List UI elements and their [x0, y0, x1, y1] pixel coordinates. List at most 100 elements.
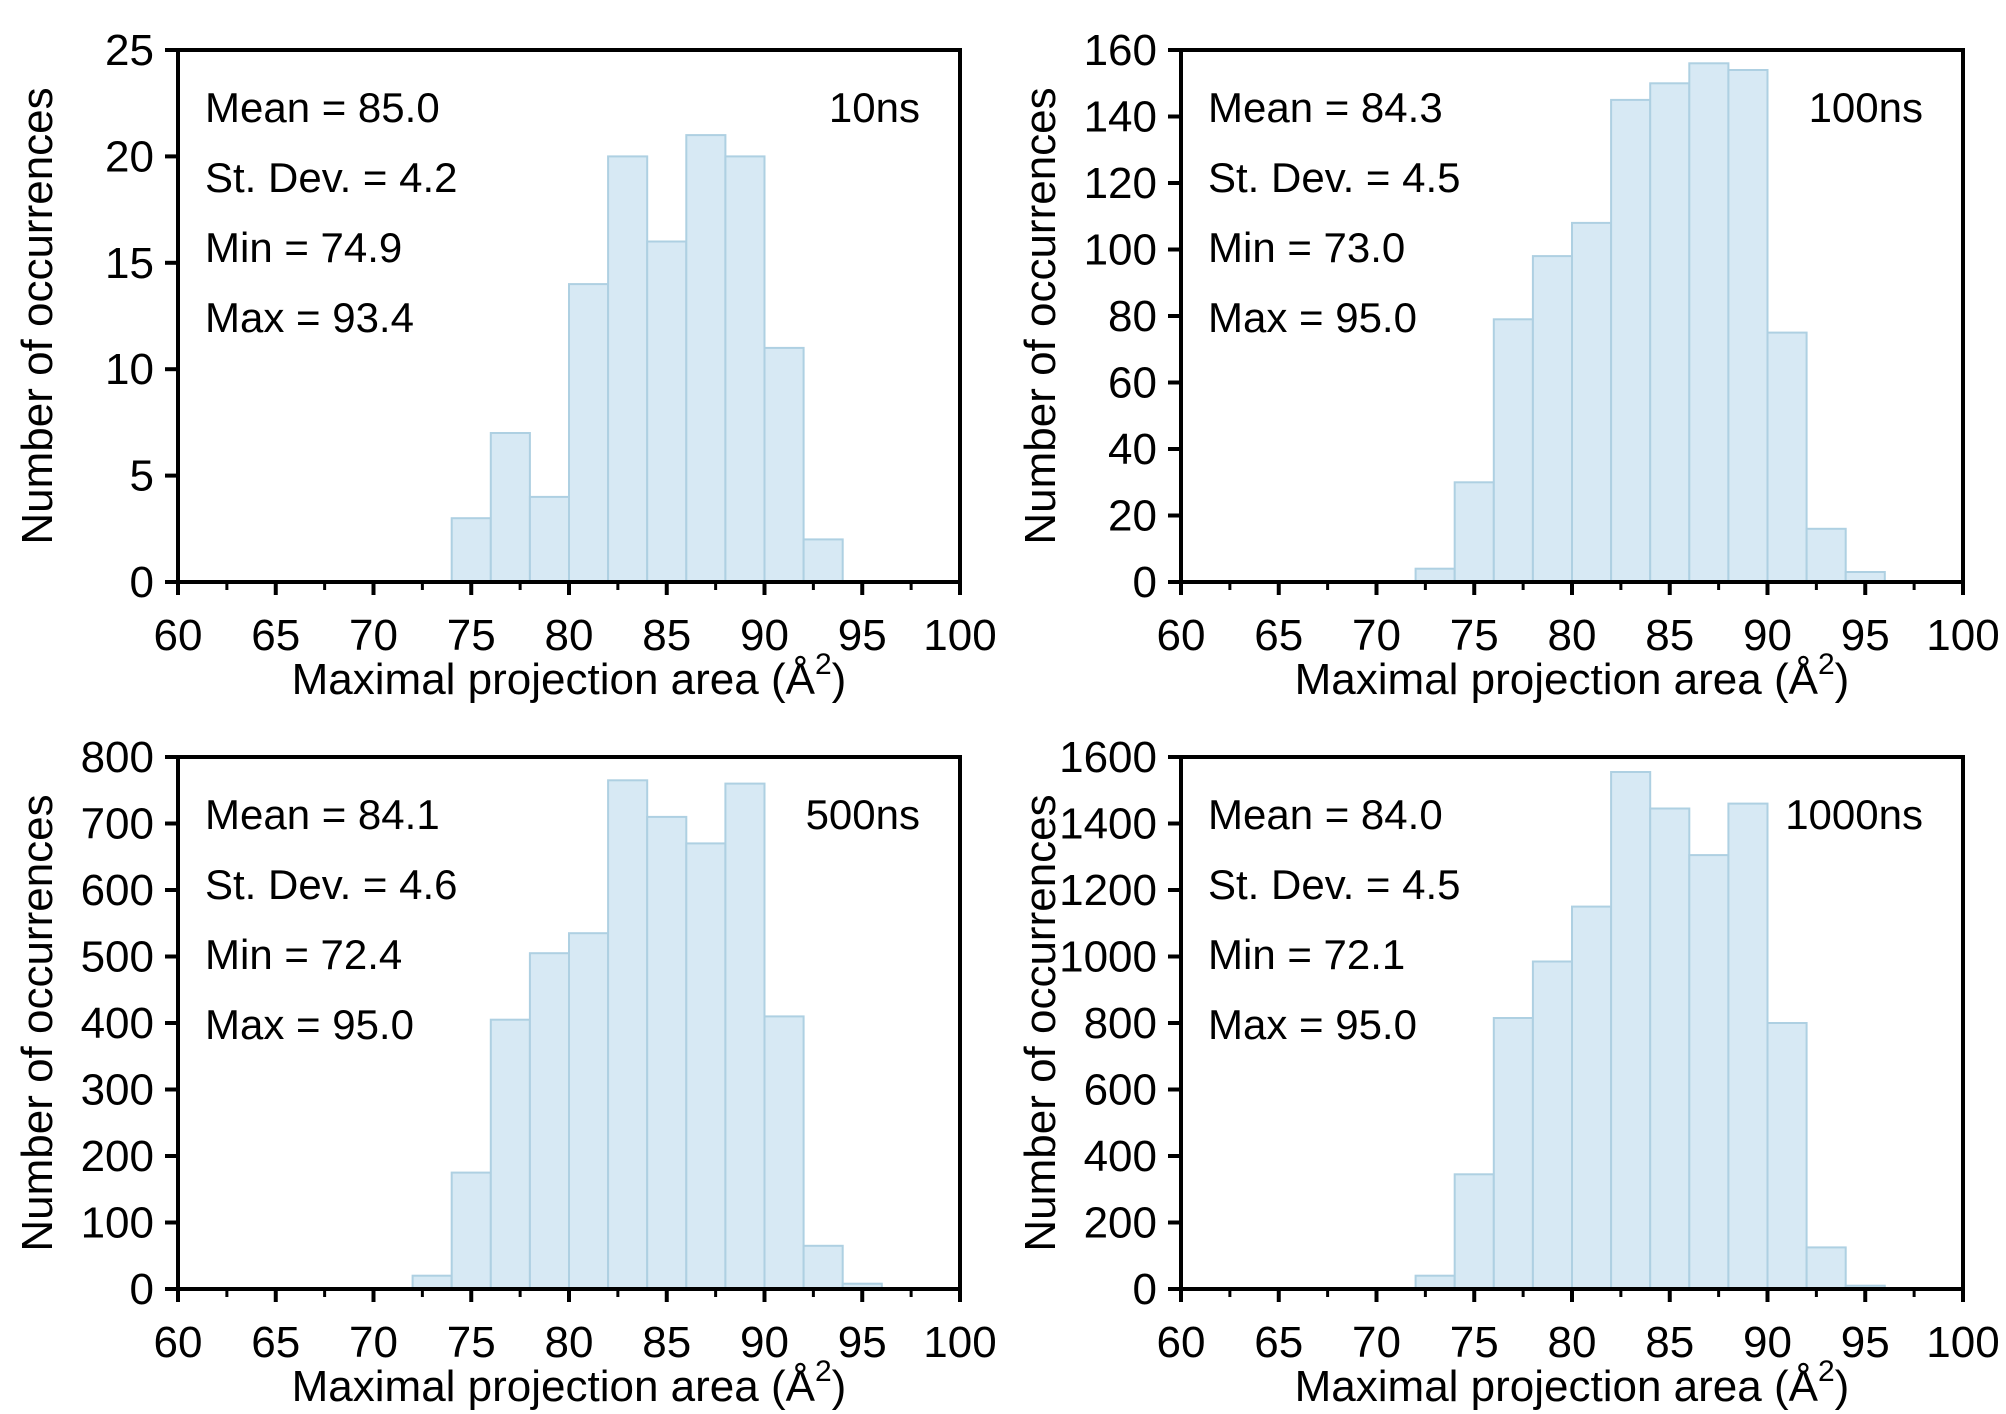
histogram-bar: [1453, 481, 1495, 584]
histogram-bar: [568, 932, 610, 1290]
histogram-bar: [763, 346, 805, 583]
x-tick-label: 80: [1548, 611, 1597, 660]
y-axis-title: Number of occurrences: [1016, 87, 1065, 544]
y-tick-label: 0: [1133, 1265, 1157, 1314]
x-tick-label: 60: [1157, 611, 1206, 660]
y-tick-label: 80: [1108, 292, 1157, 341]
histogram-bar: [489, 432, 531, 583]
x-tick-label: 70: [1352, 1318, 1401, 1367]
histogram-bar: [1492, 318, 1534, 583]
x-tick-label: 60: [1157, 1318, 1206, 1367]
y-tick-label: 140: [1084, 93, 1157, 142]
y-tick-label: 800: [81, 733, 154, 782]
histogram-bar: [1610, 771, 1652, 1290]
panel-10ns: 60 65 70 75 80 85 90 95 100 0 5 10 15 20 25 Maximal pro…: [0, 0, 1003, 707]
y-axis-title: Number of occurrences: [13, 794, 62, 1251]
x-tick-label: 70: [349, 611, 398, 660]
y-tick-label: 1600: [1059, 733, 1157, 782]
x-tick-label: 80: [545, 1318, 594, 1367]
histogram-panel-10ns: 60 65 70 75 80 85 90 95 100 0 5 10 15 20 25 Maximal pro…: [13, 26, 997, 704]
time-label: 500ns: [806, 791, 920, 838]
x-tick-label: 65: [251, 611, 300, 660]
y-tick-label: 0: [130, 1265, 154, 1314]
y-tick-label: 20: [1108, 492, 1157, 541]
histogram-bar: [685, 842, 727, 1290]
y-tick-label: 25: [105, 26, 154, 75]
histogram-bar: [1805, 527, 1847, 583]
y-tick-label: 400: [81, 999, 154, 1048]
x-tick-label: 95: [838, 1318, 887, 1367]
x-tick-label: 100: [923, 611, 996, 660]
x-tick-label: 75: [447, 1318, 496, 1367]
y-tick-label: 100: [1084, 226, 1157, 275]
y-tick-label: 1000: [1059, 933, 1157, 982]
y-tick-label: 1200: [1059, 866, 1157, 915]
histogram-bar: [607, 155, 649, 583]
panel-500ns: 60 65 70 75 80 85 90 95 100 0 100 200 300 400 500 600 70…: [0, 707, 1003, 1414]
y-tick-label: 100: [81, 1199, 154, 1248]
stats-line: St. Dev. = 4.5: [1208, 154, 1461, 201]
histogram-bar: [802, 538, 844, 584]
histogram-bar: [724, 155, 766, 583]
stats-line: Mean = 85.0: [205, 84, 440, 131]
stats-line: St. Dev. = 4.2: [205, 154, 458, 201]
x-axis-title: Maximal projection area (Å2): [292, 648, 847, 704]
time-label: 10ns: [829, 84, 920, 131]
histogram-bar: [528, 495, 571, 583]
x-tick-label: 75: [1450, 1318, 1499, 1367]
x-tick-label: 90: [740, 611, 789, 660]
x-tick-label: 65: [1254, 1318, 1303, 1367]
x-tick-label: 75: [1450, 611, 1499, 660]
y-tick-label: 40: [1108, 425, 1157, 474]
histogram-bar: [1531, 960, 1574, 1290]
histogram-bar: [1727, 69, 1769, 583]
histogram-bar: [450, 517, 492, 584]
stats-line: St. Dev. = 4.6: [205, 861, 458, 908]
y-tick-label: 400: [1084, 1132, 1157, 1181]
histogram-bar: [763, 1015, 805, 1290]
stats-line: Max = 95.0: [1208, 294, 1417, 341]
histogram-bar: [450, 1171, 492, 1291]
y-tick-label: 1400: [1059, 800, 1157, 849]
x-tick-label: 85: [642, 1318, 691, 1367]
histogram-bar: [1610, 98, 1652, 584]
histogram-bar: [1766, 1022, 1808, 1290]
y-tick-label: 600: [81, 866, 154, 915]
stats-line: Min = 72.1: [1208, 931, 1405, 978]
histogram-bar: [646, 815, 688, 1291]
y-tick-label: 500: [81, 933, 154, 982]
y-tick-label: 700: [81, 800, 154, 849]
y-tick-label: 800: [1084, 999, 1157, 1048]
x-tick-label: 65: [1254, 611, 1303, 660]
y-tick-label: 120: [1084, 159, 1157, 208]
histogram-bar: [1766, 331, 1808, 583]
histogram-bar: [1688, 62, 1730, 584]
y-tick-label: 0: [1133, 558, 1157, 607]
y-tick-label: 15: [105, 239, 154, 288]
x-tick-label: 100: [923, 1318, 996, 1367]
stats-line: Max = 93.4: [205, 294, 414, 341]
x-tick-label: 60: [154, 1318, 203, 1367]
x-tick-label: 95: [1841, 1318, 1890, 1367]
x-axis-title: Maximal projection area (Å2): [292, 1355, 847, 1411]
histogram-panel-500ns: 60 65 70 75 80 85 90 95 100 0 100 200 300 400 500 600 70…: [13, 733, 997, 1411]
stats-line: Max = 95.0: [1208, 1001, 1417, 1048]
x-tick-label: 90: [740, 1318, 789, 1367]
histogram-bar: [1649, 82, 1691, 584]
stats-line: Mean = 84.1: [205, 791, 440, 838]
x-tick-label: 85: [1645, 1318, 1694, 1367]
histogram-bar: [685, 134, 727, 583]
y-tick-label: 600: [1084, 1066, 1157, 1115]
x-tick-label: 100: [1926, 611, 1999, 660]
y-tick-label: 160: [1084, 26, 1157, 75]
histogram-bar: [1531, 255, 1574, 583]
stats-line: Mean = 84.0: [1208, 791, 1443, 838]
histogram-bar: [607, 779, 649, 1291]
histogram-bar: [724, 782, 766, 1290]
histogram-bar: [1805, 1246, 1847, 1291]
x-tick-label: 85: [642, 611, 691, 660]
y-tick-label: 10: [105, 345, 154, 394]
y-tick-label: 20: [105, 132, 154, 181]
panel-1000ns: 60 65 70 75 80 85 90 95 100 0 200 400 600 800 1000 1200…: [1003, 707, 2006, 1414]
stats-line: Min = 72.4: [205, 931, 402, 978]
